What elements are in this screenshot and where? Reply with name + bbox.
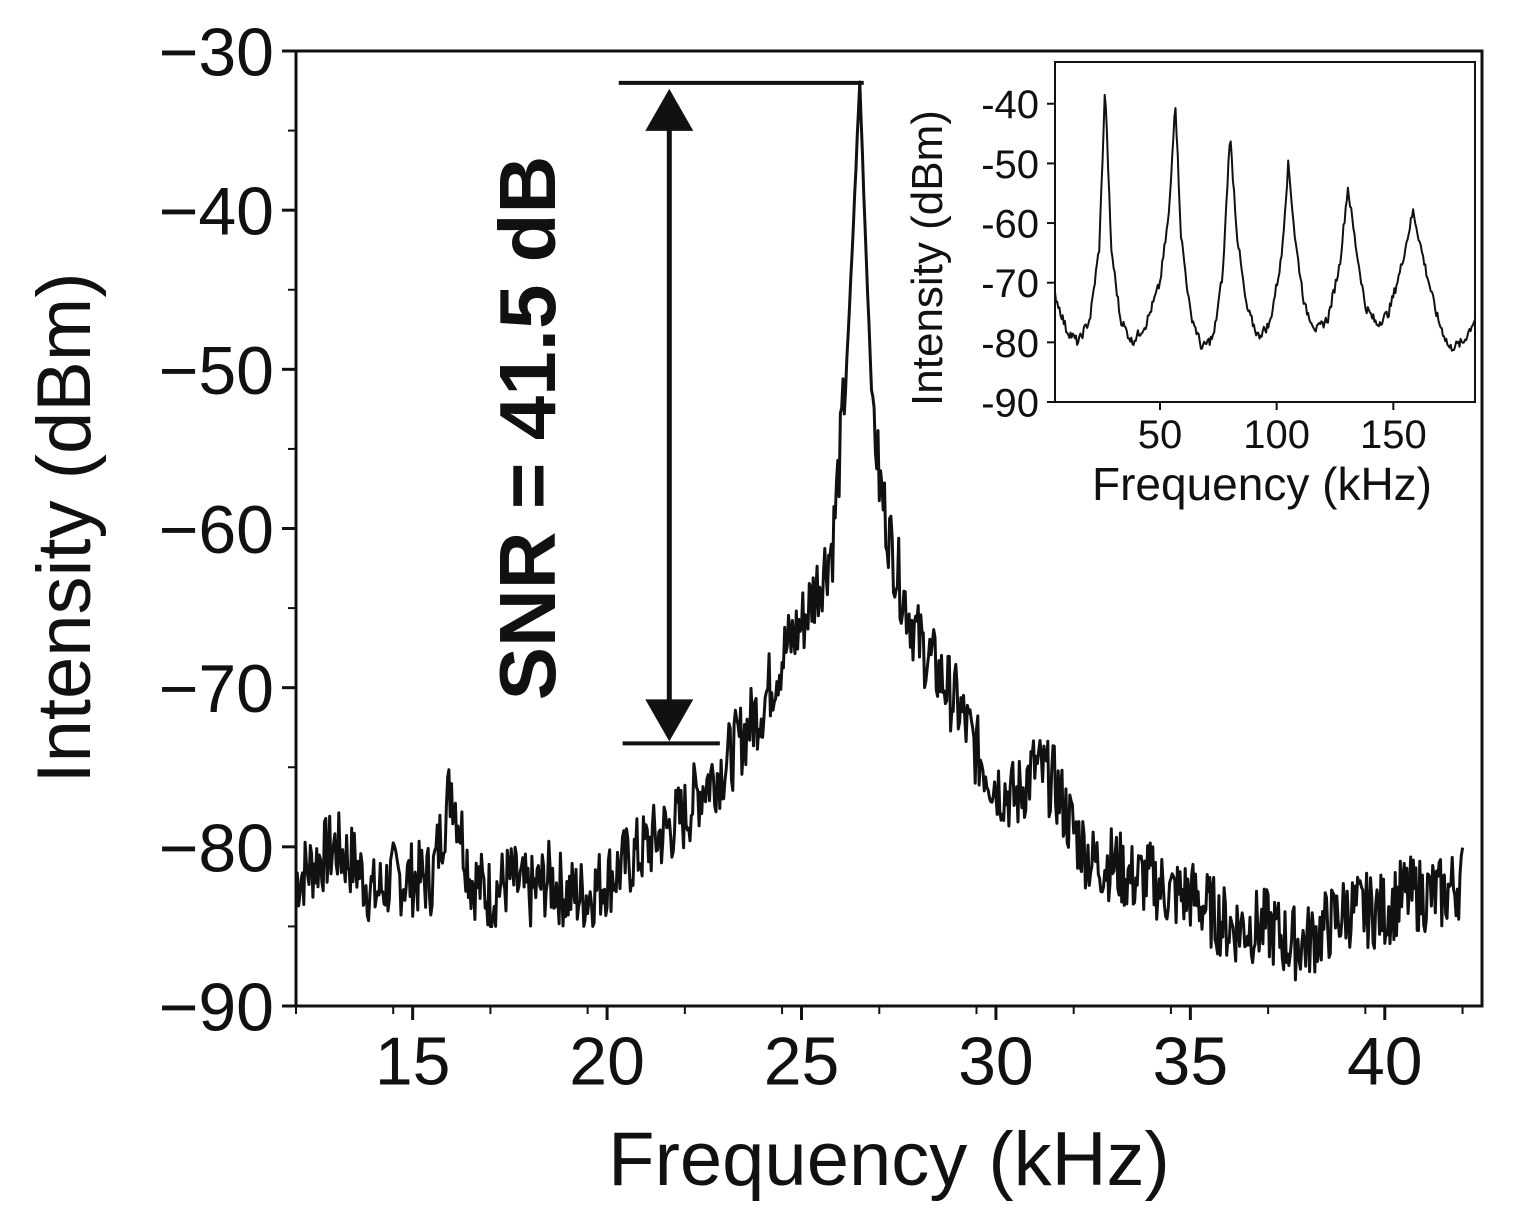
inset-y-tick-label: -70: [981, 262, 1039, 306]
main-y-tick-label: −90: [159, 969, 274, 1045]
snr-arrow-head-up: [645, 88, 694, 131]
main-tick-marks: [282, 49, 1464, 1020]
inset-background: [1055, 62, 1475, 402]
inset-tick-marks: [1047, 102, 1395, 410]
snr-annotation: SNR = 41.5 dB: [483, 80, 864, 746]
main-y-tick-label: −30: [159, 14, 274, 90]
main-tick-labels: 15 20 25 30 35 40 −30 −40 −50 −60 −70 −80 −90: [159, 14, 1423, 1099]
inset-y-tick-label: -60: [981, 202, 1039, 246]
snr-arrow-head-down: [645, 699, 694, 742]
inset-y-axis-title: Intensity (dBm): [903, 110, 952, 406]
inset-x-axis-title: Frequency (kHz): [1092, 458, 1432, 510]
main-x-tick-label: 20: [569, 1024, 645, 1100]
snr-label: SNR = 41.5 dB: [483, 156, 572, 701]
main-x-axis-title: Frequency (kHz): [608, 1117, 1170, 1202]
inset-harmonics-line: [1054, 93, 1476, 352]
main-y-axis-title: Intensity (dBm): [22, 272, 107, 783]
inset-y-tick-label: -80: [981, 322, 1039, 366]
main-x-tick-label: 35: [1153, 1024, 1229, 1100]
main-x-tick-label: 30: [958, 1024, 1034, 1100]
inset-x-tick-label: 50: [1138, 413, 1183, 457]
main-y-tick-label: −40: [159, 174, 274, 250]
inset-y-tick-label: -50: [981, 143, 1039, 187]
main-y-tick-label: −70: [159, 651, 274, 727]
inset-y-tick-label: -90: [981, 381, 1039, 425]
inset-x-tick-label: 150: [1360, 413, 1427, 457]
main-spectrum-line: [294, 80, 1465, 982]
main-x-tick-label: 15: [375, 1024, 451, 1100]
inset-tick-labels: 50 100 150 -40 -50 -60 -70 -80 -90: [981, 83, 1427, 457]
main-chart: 15 20 25 30 35 40 −30 −40 −50 −60 −70 −80 −90 Freque…: [22, 14, 1484, 1202]
inset-plot-frame: [1054, 61, 1476, 403]
main-x-tick-label: 25: [764, 1024, 840, 1100]
inset-chart: 50 100 150 -40 -50 -60 -70 -80 -90 Frequency (kH…: [903, 61, 1476, 510]
main-y-tick-label: −80: [159, 810, 274, 886]
inset-y-tick-label: -40: [981, 83, 1039, 127]
main-x-tick-label: 40: [1347, 1024, 1423, 1100]
main-y-tick-label: −50: [159, 333, 274, 409]
main-y-tick-label: −60: [159, 492, 274, 568]
inset-x-tick-label: 100: [1243, 413, 1310, 457]
